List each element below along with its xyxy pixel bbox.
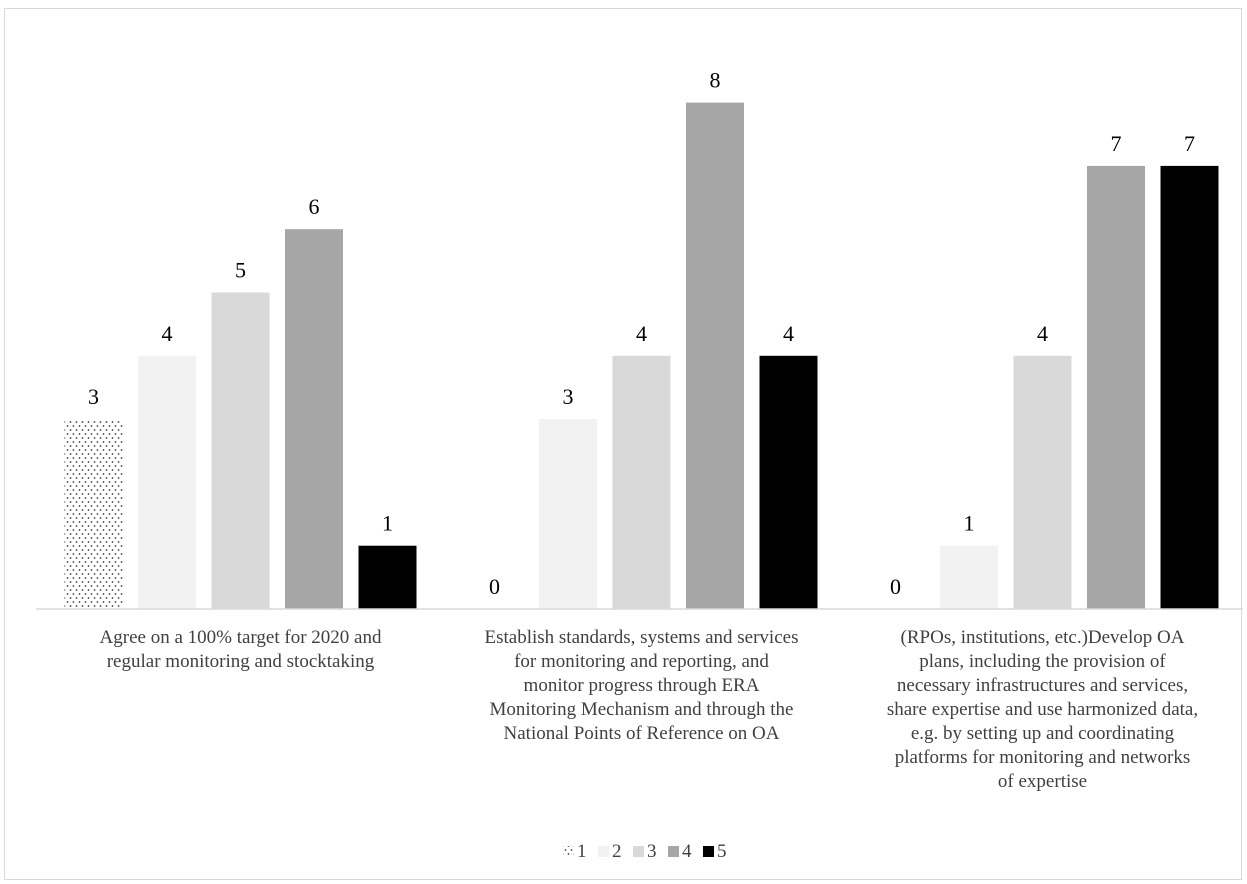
legend-label-5: 5 xyxy=(717,841,727,862)
category-label-1-line-1: Agree on a 100% target for 2020 and xyxy=(100,627,382,648)
category-labels-layer: Agree on a 100% target for 2020 and regul… xyxy=(100,627,1199,792)
category-label-3-line-2: plans, including the provision of xyxy=(919,651,1166,672)
category-label-2-line-1: Establish standards, systems and service… xyxy=(485,627,799,648)
bar-1-series-1 xyxy=(64,419,123,609)
category-label-1-line-2: regular monitoring and stocktaking xyxy=(107,651,375,672)
data-label-1-series-4: 6 xyxy=(309,194,320,219)
legend-label-3: 3 xyxy=(647,841,657,862)
bar-2-series-2 xyxy=(539,419,597,609)
category-label-3-line-6: platforms for monitoring and networks xyxy=(895,747,1191,768)
category-label-2-line-2: for monitoring and reporting, and xyxy=(514,651,769,672)
data-label-3-series-4: 7 xyxy=(1111,131,1122,156)
data-label-2-series-3: 4 xyxy=(636,321,647,346)
legend-swatch-2 xyxy=(598,846,609,857)
category-label-3-line-5: e.g. by setting up and coordinating xyxy=(911,723,1175,744)
bar-1-series-4 xyxy=(285,229,343,609)
data-label-1-series-5: 1 xyxy=(382,511,393,536)
category-label-2-line-5: National Points of Reference on OA xyxy=(504,723,780,744)
data-label-3-series-3: 4 xyxy=(1037,321,1048,346)
bar-3-series-5 xyxy=(1160,165,1219,609)
bar-1-series-3 xyxy=(211,292,270,609)
data-label-2-series-4: 8 xyxy=(710,68,721,93)
category-label-3-line-7: of expertise xyxy=(998,771,1087,792)
legend-swatch-1 xyxy=(563,846,574,857)
bar-1-series-5 xyxy=(358,545,417,609)
data-label-1-series-1: 3 xyxy=(88,384,99,409)
category-label-2-line-4: Monitoring Mechanism and through the xyxy=(490,699,794,720)
legend-swatch-4 xyxy=(668,846,679,857)
bar-1-series-2 xyxy=(138,355,196,609)
category-label-3-line-3: necessary infrastructures and services, xyxy=(897,675,1188,696)
legend-swatch-5 xyxy=(703,846,714,857)
data-label-3-series-5: 7 xyxy=(1184,131,1195,156)
data-labels-layer: 3 4 5 6 1 0 3 4 8 4 0 1 4 7 7 xyxy=(88,68,1195,599)
bar-3-series-2 xyxy=(940,545,998,609)
data-label-2-series-1: 0 xyxy=(489,574,500,599)
data-label-3-series-1: 0 xyxy=(890,574,901,599)
category-label-2-line-3: monitor progress through ERA xyxy=(524,675,760,696)
bar-2-series-4 xyxy=(686,102,744,609)
bar-2-series-5 xyxy=(759,355,818,609)
category-label-3-line-4: share expertise and use harmonized data, xyxy=(887,699,1198,720)
data-label-3-series-2: 1 xyxy=(964,511,975,536)
bar-3-series-4 xyxy=(1087,165,1145,609)
bar-2-series-3 xyxy=(612,355,671,609)
legend-label-4: 4 xyxy=(682,841,692,862)
legend-swatch-3 xyxy=(633,846,644,857)
bar-3-series-3 xyxy=(1013,355,1072,609)
bars-layer xyxy=(64,102,1219,609)
legend-label-1: 1 xyxy=(577,841,587,862)
data-label-2-series-5: 4 xyxy=(783,321,794,346)
data-label-1-series-3: 5 xyxy=(235,258,246,283)
data-label-1-series-2: 4 xyxy=(162,321,173,346)
data-label-2-series-2: 3 xyxy=(563,384,574,409)
legend: 1 2 3 4 5 xyxy=(563,841,727,862)
legend-label-2: 2 xyxy=(612,841,622,862)
category-label-3-line-1: (RPOs, institutions, etc.)Develop OA xyxy=(901,627,1185,648)
